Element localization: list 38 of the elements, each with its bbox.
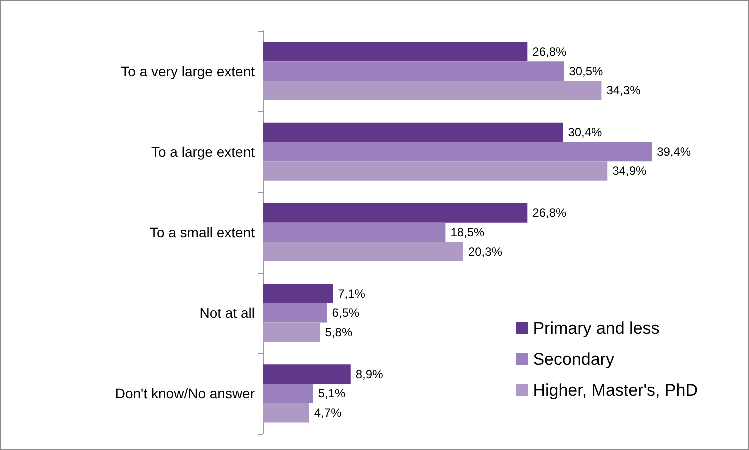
bar (263, 242, 464, 262)
data-label: 5,8% (325, 325, 353, 340)
y-tick-label: Don't know/No answer (115, 386, 256, 402)
data-label: 26,8% (532, 206, 568, 220)
data-label: 6,5% (332, 306, 360, 320)
bar (263, 162, 608, 181)
bar (263, 364, 351, 384)
data-label: 5,1% (318, 386, 346, 401)
data-label: 26,8% (532, 44, 568, 59)
bar (263, 284, 334, 304)
bar (263, 222, 446, 242)
data-label: 34,9% (612, 164, 647, 178)
y-tick-label: To a very large extent (121, 63, 256, 80)
y-tick-label: Not at all (200, 305, 255, 322)
bar (263, 62, 564, 81)
legend-label: Primary and less (533, 319, 660, 338)
data-label: 34,3% (606, 84, 642, 98)
data-label: 7,1% (338, 286, 366, 301)
bar (263, 384, 314, 404)
bar (263, 403, 310, 423)
bar (263, 122, 564, 142)
legend-label: Secondary (533, 350, 615, 369)
data-label: 30,5% (569, 64, 604, 78)
bar (263, 203, 528, 223)
data-label: 39,4% (657, 144, 692, 159)
data-label: 8,9% (356, 367, 384, 382)
data-label: 18,5% (450, 226, 486, 240)
bar (263, 322, 320, 342)
bar (263, 142, 652, 162)
bar (263, 42, 528, 62)
bar (263, 303, 328, 323)
data-label: 20,3% (468, 244, 503, 259)
data-label: 30,4% (568, 126, 603, 140)
data-label: 4,7% (314, 406, 342, 420)
bar (263, 80, 602, 100)
y-tick-label: To a small extent (150, 224, 256, 240)
legend-label: Higher, Master's, PhD (533, 381, 698, 400)
y-tick-label: To a large extent (151, 144, 256, 160)
